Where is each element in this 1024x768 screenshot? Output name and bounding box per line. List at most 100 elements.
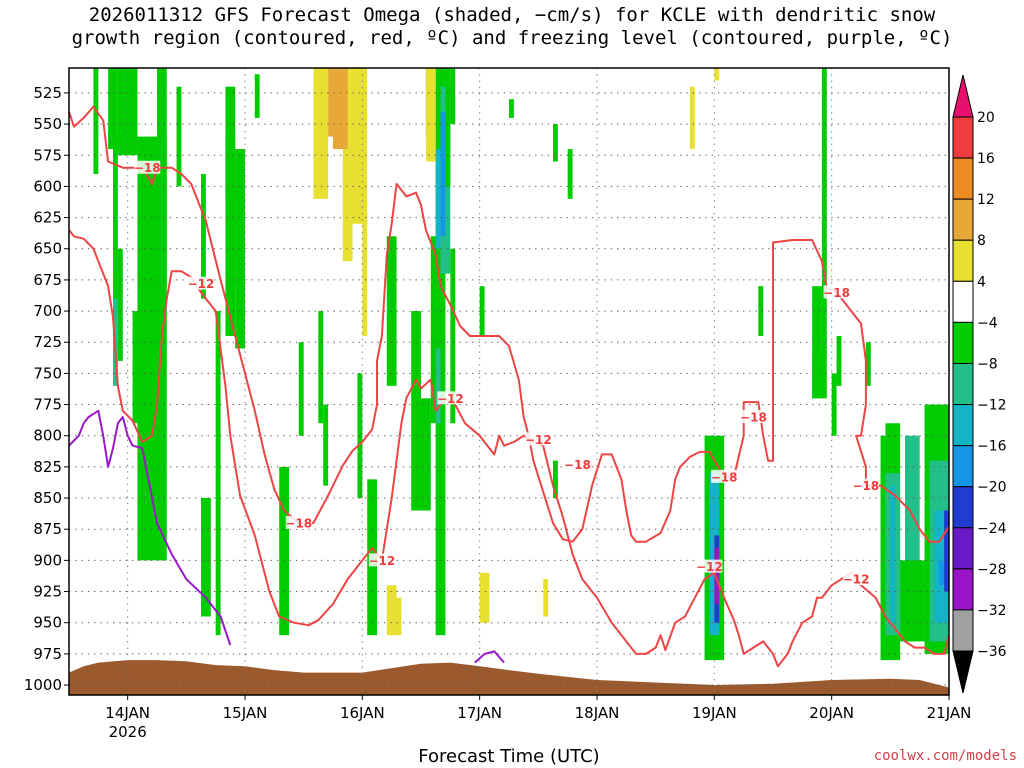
colorbar-swatch-11 [952,568,974,611]
contour-label-bg-8 [368,553,395,567]
omega-cell-11 [201,173,206,299]
omega-cell-0 [93,68,99,174]
omega-cell-4 [117,248,123,361]
x-axis-title: Forecast Time (UTC) [418,746,599,767]
colorbar-label-11: −28 [977,562,1007,578]
colorbar-label-5: −4 [977,315,998,331]
colorbar-swatch-8 [952,445,974,488]
omega-cell-33 [440,111,446,237]
omega-cell-2 [113,136,118,312]
colorbar-swatch-12 [952,609,974,652]
omega-cell-75 [479,572,490,623]
y-tick-label-800: 800 [33,427,62,445]
y-tick-label-650: 650 [33,240,62,258]
dgz-contour-1 [69,229,949,668]
omega-cell-35 [450,68,456,125]
colorbar-label-10: −24 [977,521,1007,537]
x-tick-label-16JAN: 16JAN [340,704,385,722]
credit-text: coolwx.com/models [874,748,1017,764]
contour-label-0: −18 [134,161,161,175]
colorbar-swatch-4 [952,280,974,323]
y-tick-label-900: 900 [33,551,62,569]
omega-cell-72 [425,68,436,162]
chart-title: 2026011312 GFS Forecast Omega (shaded, −… [0,4,1024,50]
colorbar-label-7: −12 [977,398,1007,414]
contour-label-bg-4 [740,410,767,424]
contour-label-bg-3 [711,469,738,483]
omega-cell-63 [944,510,949,592]
colorbar-label-3: 8 [977,233,986,249]
x-year-label: 2026 [109,723,147,741]
contour-label-bg-1 [285,515,312,529]
omega-cell-1 [108,68,118,150]
contour-label-bg-0 [134,160,161,174]
omega-cell-67 [313,68,329,199]
y-tick-label-975: 975 [33,645,62,663]
omega-cell-71 [333,68,348,150]
x-axis: 14JAN 15JAN 16JAN 17JAN 18JAN 19JAN 20JAN 21JAN… [105,695,971,741]
contour-label-5: −18 [823,286,850,300]
y-tick-label-1000: 1000 [24,676,62,694]
y-axis: 525 550 575 600 625 650 675 700 725 750 775 800 825 8… [24,84,69,694]
x-tick-label-19JAN: 19JAN [692,704,737,722]
omega-cell-47 [812,286,822,399]
colorbar-label-12: −32 [977,603,1007,619]
omega-cell-49 [821,68,827,399]
omega-cell-26 [411,311,421,511]
omega-cell-12 [201,498,211,617]
omega-cell-68 [342,68,353,262]
colorbar-swatch-7 [952,404,974,447]
contour-label-2: −18 [564,458,591,472]
y-tick-label-700: 700 [33,302,62,320]
y-tick-label-875: 875 [33,520,62,538]
contour-label-bg-6 [852,478,879,492]
x-tick-label-14JAN: 14JAN [105,704,150,722]
contour-label-6: −18 [853,479,880,493]
x-tick-label-18JAN: 18JAN [575,704,620,722]
colorbar-swatch-0 [952,116,974,159]
contour-label-bg-5 [823,285,850,299]
omega-cell-74 [396,597,402,636]
omega-cell-10 [176,86,182,187]
omega-cell-50 [831,373,837,436]
omega-cell-21 [318,311,324,424]
freezing-level-line [69,409,232,646]
plot-frame [68,67,950,696]
contour-label-bg-10 [525,432,552,446]
omega-cell-77 [689,86,695,150]
colorbar-label-6: −8 [977,356,998,372]
contour-label-3: −18 [711,470,738,484]
y-tick-label-825: 825 [33,458,62,476]
omega-cell-76 [543,579,549,617]
omega-cell-40 [553,460,558,499]
colorbar-swatch-2 [952,198,974,241]
omega-cell-73 [386,585,397,636]
colorbar-top-arrow [952,74,974,118]
colorbar-bottom-arrow [952,650,974,694]
omega-cell-31 [435,348,441,424]
y-tick-label-775: 775 [33,396,62,414]
x-tick-label-15JAN: 15JAN [223,704,268,722]
omega-cell-64 [435,149,441,249]
dgz-contour-0 [69,105,949,543]
contour-label-11: −12 [696,560,723,574]
colorbar-swatch-6 [952,362,974,406]
y-tick-label-625: 625 [33,209,62,227]
colorbar-label-9: −20 [977,480,1007,496]
y-tick-label-550: 550 [33,115,62,133]
colorbar: 20 16 12 8 4 −4 −8 −12 −16 −20 −24 −28 −32 −36 [952,74,1007,694]
contour-label-bg-7 [188,276,214,290]
x-tick-label-17JAN: 17JAN [457,704,502,722]
omega-cell-5 [117,68,138,156]
omega-cell-51 [836,336,842,386]
omega-cell-15 [225,136,236,337]
omega-cell-13 [215,311,221,636]
contour-label-12: −12 [843,573,870,587]
x-tick-label-20JAN: 20JAN [809,704,854,722]
contour-label-7: −12 [188,277,215,291]
omega-cell-45 [714,547,720,605]
colorbar-label-2: 12 [977,192,995,208]
omega-cell-52 [865,342,871,386]
omega-cell-25 [386,236,397,386]
y-tick-label-850: 850 [33,489,62,507]
